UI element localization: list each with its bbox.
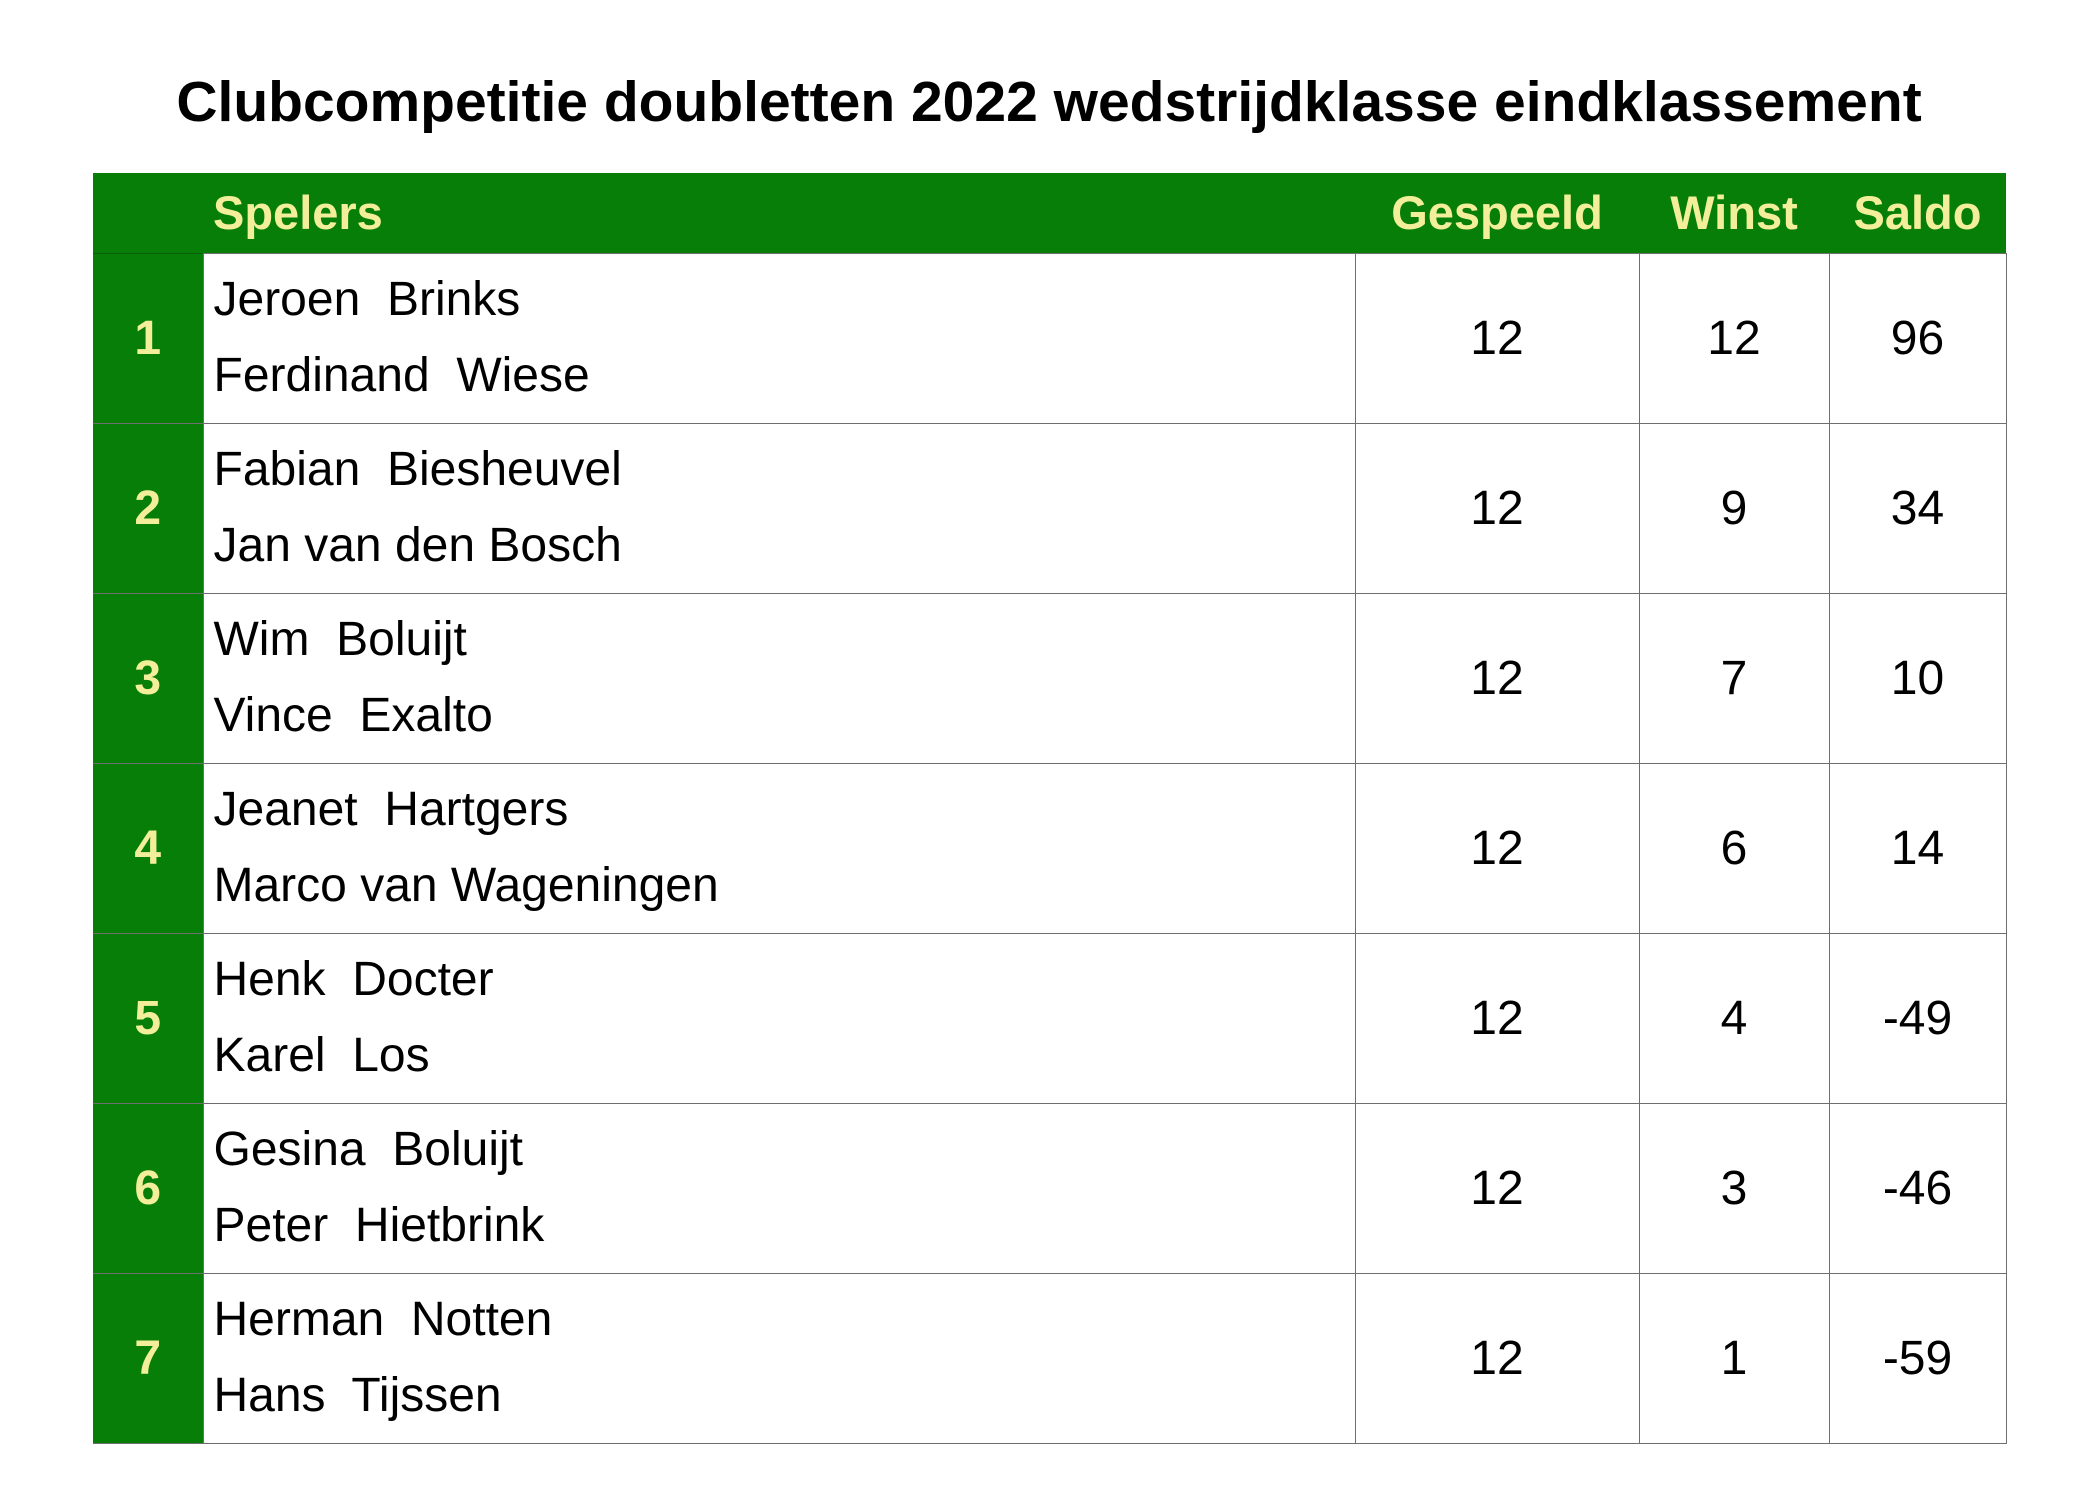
wins-cell: 4 xyxy=(1638,932,1830,1104)
header-saldo: Saldo xyxy=(1853,186,1982,240)
table-header: Spelers Gespeeld Winst Saldo xyxy=(93,173,2006,253)
header-wins: Winst xyxy=(1670,186,1798,240)
player-name: Herman Notten xyxy=(213,1293,553,1346)
rank-cell: 1 xyxy=(93,252,204,424)
saldo-cell: -49 xyxy=(1828,932,2007,1104)
saldo-cell: 96 xyxy=(1828,252,2007,424)
rank-cell: 4 xyxy=(93,762,204,934)
wins-cell: 6 xyxy=(1638,762,1830,934)
player-name: Jeroen Brinks xyxy=(213,273,521,326)
rank-cell: 6 xyxy=(93,1102,204,1274)
table-row: 3 Wim Boluijt Vince Exalto 12 7 10 xyxy=(93,592,2007,764)
player-name: Karel Los xyxy=(213,1029,430,1082)
played-cell: 12 xyxy=(1354,1102,1640,1274)
table-row: 6 Gesina Boluijt Peter Hietbrink 12 3 -4… xyxy=(93,1102,2007,1274)
header-row: Spelers Gespeeld Winst Saldo xyxy=(93,173,2006,253)
wins-cell: 9 xyxy=(1638,422,1830,594)
played-cell: 12 xyxy=(1354,252,1640,424)
table-row: 4 Jeanet Hartgers Marco van Wageningen 1… xyxy=(93,762,2007,934)
rank-cell: 3 xyxy=(93,592,204,764)
rank-cell: 5 xyxy=(93,932,204,1104)
saldo-cell: -59 xyxy=(1828,1272,2007,1444)
table-row: 2 Fabian Biesheuvel Jan van den Bosch 12… xyxy=(93,422,2007,594)
player-name: Henk Docter xyxy=(213,953,494,1006)
player-name: Hans Tijssen xyxy=(213,1369,502,1422)
player-name: Fabian Biesheuvel xyxy=(213,443,622,496)
played-cell: 12 xyxy=(1354,1272,1640,1444)
page-title: Clubcompetitie doubletten 2022 wedstrijd… xyxy=(176,70,1922,134)
saldo-cell: 34 xyxy=(1828,422,2007,594)
wins-cell: 12 xyxy=(1638,252,1830,424)
header-players: Spelers xyxy=(213,186,383,240)
player-name: Jeanet Hartgers xyxy=(213,783,569,836)
rank-cell: 2 xyxy=(93,422,204,594)
players-cell: Henk Docter Karel Los xyxy=(202,932,1356,1104)
player-name: Ferdinand Wiese xyxy=(213,349,590,402)
players-cell: Wim Boluijt Vince Exalto xyxy=(202,592,1356,764)
played-cell: 12 xyxy=(1354,422,1640,594)
saldo-cell: 10 xyxy=(1828,592,2007,764)
saldo-cell: 14 xyxy=(1828,762,2007,934)
players-cell: Jeanet Hartgers Marco van Wageningen xyxy=(202,762,1356,934)
played-cell: 12 xyxy=(1354,762,1640,934)
table-row: 7 Herman Notten Hans Tijssen 12 1 -59 xyxy=(93,1272,2007,1444)
wins-cell: 1 xyxy=(1638,1272,1830,1444)
player-name: Jan van den Bosch xyxy=(213,519,622,572)
table-body: 1 Jeroen Brinks Ferdinand Wiese 12 12 96… xyxy=(93,252,2007,1444)
standings-table: Spelers Gespeeld Winst Saldo 1 Jeroen Br… xyxy=(93,173,2007,1444)
player-name: Marco van Wageningen xyxy=(213,859,719,912)
wins-cell: 3 xyxy=(1638,1102,1830,1274)
player-name: Peter Hietbrink xyxy=(213,1199,545,1252)
table-row: 5 Henk Docter Karel Los 12 4 -49 xyxy=(93,932,2007,1104)
player-name: Vince Exalto xyxy=(213,689,493,742)
player-name: Wim Boluijt xyxy=(213,613,467,666)
header-played: Gespeeld xyxy=(1391,186,1603,240)
header-rank xyxy=(93,173,203,253)
players-cell: Jeroen Brinks Ferdinand Wiese xyxy=(202,252,1356,424)
table-row: 1 Jeroen Brinks Ferdinand Wiese 12 12 96 xyxy=(93,252,2007,424)
rank-cell: 7 xyxy=(93,1272,204,1444)
players-cell: Fabian Biesheuvel Jan van den Bosch xyxy=(202,422,1356,594)
played-cell: 12 xyxy=(1354,592,1640,764)
saldo-cell: -46 xyxy=(1828,1102,2007,1274)
wins-cell: 7 xyxy=(1638,592,1830,764)
players-cell: Herman Notten Hans Tijssen xyxy=(202,1272,1356,1444)
player-name: Gesina Boluijt xyxy=(213,1123,524,1176)
players-cell: Gesina Boluijt Peter Hietbrink xyxy=(202,1102,1356,1274)
played-cell: 12 xyxy=(1354,932,1640,1104)
